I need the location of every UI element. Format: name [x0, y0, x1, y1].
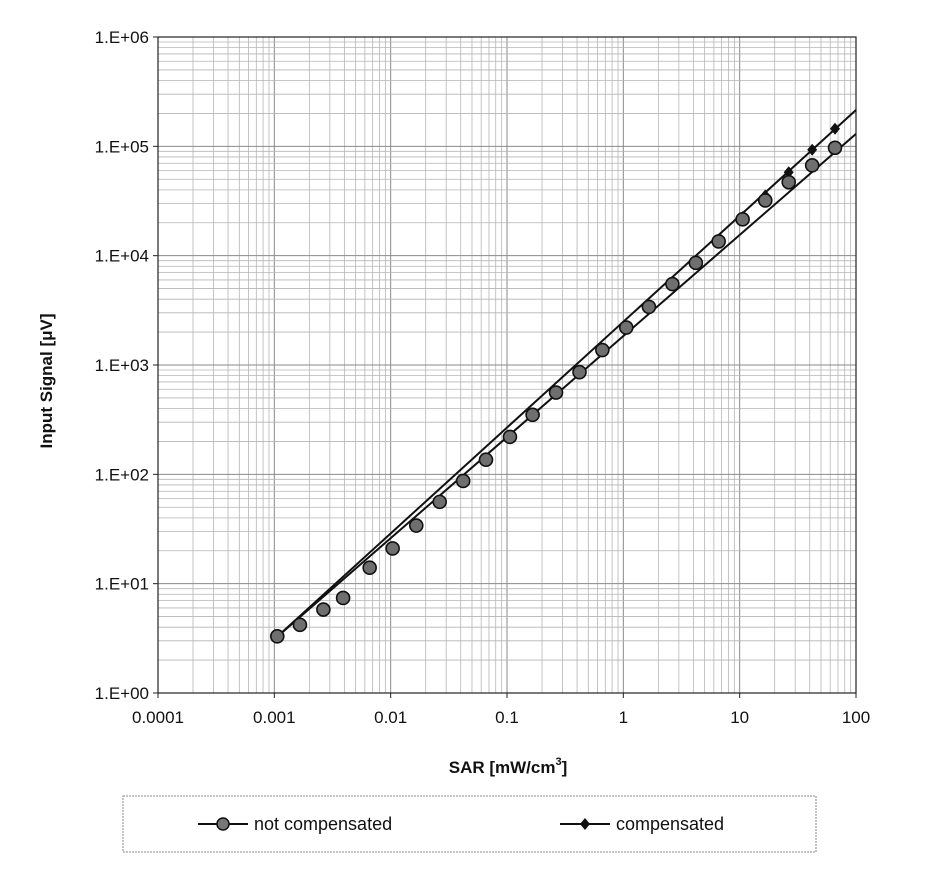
- x-axis-title-sup: 3: [555, 756, 561, 768]
- x-axis-title: SAR [mW/cm3]: [449, 756, 568, 777]
- legend-marker-not-compensated: [216, 817, 230, 831]
- point-not-compensated: [385, 541, 400, 556]
- point-not-compensated: [618, 320, 634, 335]
- point-not-compensated: [269, 629, 285, 644]
- x-tick-label: 0.0001: [132, 708, 184, 727]
- point-not-compensated: [292, 617, 308, 633]
- y-tick-label: 1.E+01: [95, 575, 149, 594]
- point-not-compensated: [665, 276, 680, 292]
- y-axis-ticks: 1.E+00 1.E+01 1.E+02 1.E+03 1.E+04 1.E+05 1.E+…: [95, 28, 158, 703]
- y-tick-label: 1.E+02: [95, 465, 149, 484]
- fit-line-not-compensated: [273, 133, 857, 641]
- x-tick-label: 10: [730, 708, 749, 727]
- y-axis-title-text: Input Signal [μV]: [37, 313, 56, 448]
- x-axis-ticks: 0.0001 0.001 0.01 0.1 1 10 100: [132, 693, 870, 727]
- legend-label-not-compensated: not compensated: [254, 814, 392, 834]
- x-tick-label: 0.1: [495, 708, 519, 727]
- y-tick-label: 1.E+04: [95, 247, 149, 266]
- legend-label-compensated: compensated: [616, 814, 724, 834]
- point-not-compensated: [432, 494, 448, 510]
- x-tick-label: 0.01: [374, 708, 407, 727]
- point-not-compensated: [688, 255, 704, 271]
- point-not-compensated: [525, 407, 540, 423]
- point-not-compensated: [827, 140, 843, 156]
- x-tick-label: 1: [619, 708, 628, 727]
- point-compensated: [830, 122, 841, 135]
- point-not-compensated: [757, 193, 773, 208]
- x-axis-title-text: SAR [mW/cm: [449, 758, 556, 777]
- legend: not compensated compensated: [122, 795, 817, 853]
- y-tick-label: 1.E+03: [95, 356, 149, 375]
- point-not-compensated: [781, 174, 797, 190]
- point-not-compensated: [548, 385, 564, 400]
- point-not-compensated: [478, 452, 494, 468]
- point-not-compensated: [735, 212, 750, 227]
- point-compensated: [783, 166, 794, 179]
- y-axis-title: Input Signal [μV]: [37, 313, 56, 448]
- point-not-compensated: [572, 364, 587, 380]
- x-axis-title-end: ]: [562, 758, 568, 777]
- point-not-compensated: [316, 602, 331, 617]
- point-not-compensated: [335, 590, 351, 606]
- point-compensated: [807, 143, 818, 156]
- y-tick-label: 1.E+00: [95, 684, 149, 703]
- point-not-compensated: [408, 518, 424, 533]
- y-tick-label: 1.E+05: [95, 137, 149, 156]
- x-tick-label: 0.001: [253, 708, 296, 727]
- point-not-compensated: [711, 234, 726, 249]
- point-not-compensated: [362, 560, 377, 575]
- point-not-compensated: [455, 473, 471, 489]
- y-tick-label: 1.E+06: [95, 28, 149, 47]
- point-not-compensated: [595, 342, 610, 358]
- data-markers: [269, 122, 843, 644]
- legend-marker-compensated: [580, 818, 590, 830]
- point-not-compensated: [804, 158, 820, 173]
- point-not-compensated: [502, 429, 518, 445]
- point-not-compensated: [641, 299, 657, 315]
- x-tick-label: 100: [842, 708, 870, 727]
